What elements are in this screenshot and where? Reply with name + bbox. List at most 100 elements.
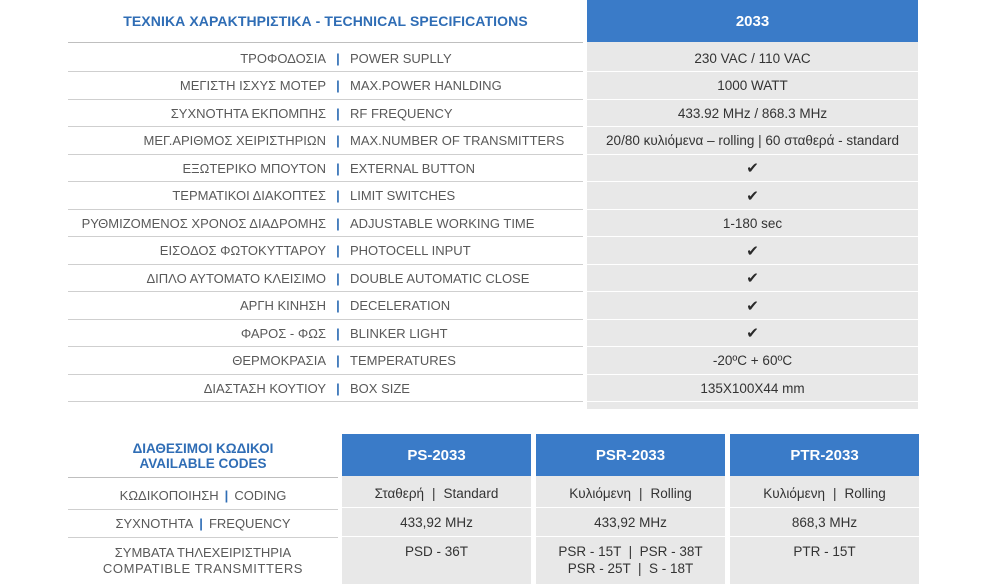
codes-title-en: AVAILABLE CODES	[139, 456, 267, 471]
separator: |	[336, 325, 340, 341]
spec-label-en: LIMIT SWITCHES	[350, 188, 456, 203]
spec-label-en: ADJUSTABLE WORKING TIME	[350, 215, 535, 231]
code-header-psr: PSR-2033	[536, 434, 725, 476]
spec-labels: ΕΙΣΟΔΟΣ ΦΩΤΟΚΥΤΤΑΡΟΥ | PHOTOCELL INPUT	[68, 238, 583, 265]
spec-labels: ΑΡΓΗ ΚΙΝΗΣΗ | DECELERATION	[68, 293, 583, 320]
spec-label-gr: ΤΕΡΜΑΤΙΚΟΙ ΔΙΑΚΟΠΤΕΣ	[172, 188, 326, 203]
divider	[68, 477, 338, 478]
spec-value-text: 433.92 MHz / 868.3 MHz	[677, 105, 828, 121]
transmitters-label-en: COMPATIBLE TRANSMITTERS	[102, 561, 304, 576]
coding-label: ΚΩΔΙΚΟΠΟΙΗΣΗ | CODING	[68, 482, 338, 510]
coding-label-gr: ΚΩΔΙΚΟΠΟΙΗΣΗ	[119, 488, 219, 503]
spec-value-text: 20/80 κυλιόμενα – rolling | 60 σταθερά -…	[606, 133, 899, 148]
transmitters-label-gr: ΣΥΜΒΑΤΑ ΤΗΛΕΧΕΙΡΙΣΤΗΡΙΑ	[114, 545, 292, 560]
separator: |	[336, 50, 340, 66]
separator: |	[336, 353, 340, 368]
spec-row: ΣΥΧΝΟΤΗΤΑ ΕΚΠΟΜΠΗΣ | RF FREQUENCY 433.92 MH…	[68, 100, 918, 127]
separator: |	[432, 486, 436, 501]
separator: |	[336, 380, 340, 396]
spec-value-text: -20ºC + 60ºC	[712, 353, 793, 368]
spec-value-text: 135X100X44 mm	[700, 380, 805, 396]
spec-value-text: 1000 WATT	[717, 78, 788, 93]
spec-label-en: DECELERATION	[350, 298, 451, 313]
frequency-cell-ps: 433,92 MHz	[342, 508, 531, 537]
checkmark-icon: ✔	[746, 242, 759, 260]
spec-row: ΕΙΣΟΔΟΣ ΦΩΤΟΚΥΤΤΑΡΟΥ | PHOTOCELL INPUT ✔	[68, 238, 918, 265]
spec-value: 1-180 sec	[587, 210, 918, 237]
checkmark-icon: ✔	[746, 325, 759, 342]
coding-label-en: CODING	[234, 488, 287, 503]
spec-labels: ΣΥΧΝΟΤΗΤΑ ΕΚΠΟΜΠΗΣ | RF FREQUENCY	[68, 100, 583, 127]
spec-label-gr: ΦΑΡΟΣ - ΦΩΣ	[240, 325, 326, 341]
code-column-background	[730, 476, 919, 584]
spec-label-en: POWER SUPLLY	[350, 50, 452, 66]
coding-value-en: Rolling	[844, 486, 886, 501]
separator: |	[336, 215, 340, 231]
spec-labels: ΤΕΡΜΑΤΙΚΟΙ ΔΙΑΚΟΠΤΕΣ | LIMIT SWITCHES	[68, 183, 583, 210]
spec-label-gr: ΜΕΓ.ΑΡΙΘΜΟΣ ΧΕΙΡΙΣΤΗΡΙΩΝ	[143, 133, 327, 148]
spec-value: 20/80 κυλιόμενα – rolling | 60 σταθερά -…	[587, 128, 918, 155]
transmitters-cell-ps: PSD - 36T	[342, 537, 531, 584]
coding-value-en: Rolling	[650, 486, 692, 501]
coding-value-en: Standard	[443, 486, 499, 501]
spec-label-gr: ΕΙΣΟΔΟΣ ΦΩΤΟΚΥΤΤΑΡΟΥ	[159, 243, 326, 258]
checkmark-icon: ✔	[746, 270, 759, 287]
coding-cell-psr: Κυλιόμενη | Rolling	[536, 480, 725, 508]
spec-row: ΑΡΓΗ ΚΙΝΗΣΗ | DECELERATION ✔	[68, 293, 918, 320]
spec-value: 135X100X44 mm	[587, 375, 918, 402]
separator: |	[336, 298, 340, 313]
separator: |	[336, 105, 340, 121]
spec-label-en: MAX.POWER HANLDING	[350, 78, 502, 93]
frequency-label-en: FREQUENCY	[208, 516, 291, 531]
spec-label-en: BOX SIZE	[350, 380, 410, 396]
divider	[68, 42, 583, 43]
spec-row: ΤΕΡΜΑΤΙΚΟΙ ΔΙΑΚΟΠΤΕΣ | LIMIT SWITCHES ✔	[68, 183, 918, 210]
spec-value: ✔	[587, 293, 918, 320]
separator: |	[638, 486, 643, 501]
separator: |	[199, 516, 203, 531]
frequency-cell-psr: 433,92 MHz	[536, 508, 725, 537]
spec-value-text: 1-180 sec	[722, 215, 783, 231]
separator: |	[336, 270, 340, 286]
spec-label-gr: ΣΥΧΝΟΤΗΤΑ ΕΚΠΟΜΠΗΣ	[170, 105, 326, 121]
spec-row: ΔΙΠΛΟ ΑΥΤΟΜΑΤΟ ΚΛΕΙΣΙΜΟ | DOUBLE AUTOMATIC…	[68, 265, 918, 292]
spec-label-gr: ΔΙΑΣΤΑΣΗ ΚΟΥΤΙΟΥ	[203, 380, 326, 396]
spec-value: ✔	[587, 320, 918, 347]
code-column-background	[536, 476, 725, 584]
coding-cell-ps: Σταθερή | Standard	[342, 480, 531, 508]
spec-labels: ΘΕΡΜΟΚΡΑΣΙΑ | TEMPERATURES	[68, 348, 583, 375]
transmitter-models: PTR - 15T	[793, 544, 856, 559]
separator: |	[336, 78, 340, 93]
spec-label-en: MAX.NUMBER OF TRANSMITTERS	[350, 133, 565, 148]
spec-labels: ΤΡΟΦΟΔΟΣΙΑ | POWER SUPLLY	[68, 45, 583, 72]
separator: |	[336, 243, 340, 258]
spec-row: ΕΞΩΤΕΡΙΚΟ ΜΠΟΥΤΟΝ | EXTERNAL BUTTON ✔	[68, 155, 918, 182]
frequency-label: ΣΥΧΝΟΤΗΤΑ | FREQUENCY	[68, 510, 338, 538]
spec-value-text: 230 VAC / 110 VAC	[694, 50, 811, 66]
spec-row: ΦΑΡΟΣ - ΦΩΣ | BLINKER LIGHT ✔	[68, 320, 918, 347]
spec-labels: ΔΙΠΛΟ ΑΥΤΟΜΑΤΟ ΚΛΕΙΣΙΜΟ | DOUBLE AUTOMATIC…	[68, 265, 583, 292]
spec-label-gr: ΜΕΓΙΣΤΗ ΙΣΧΥΣ ΜΟΤΕΡ	[179, 78, 326, 93]
spec-value: ✔	[587, 265, 918, 292]
code-column-background	[342, 476, 531, 584]
separator: |	[832, 486, 837, 501]
values-column-background	[587, 42, 918, 409]
spec-labels: ΦΑΡΟΣ - ΦΩΣ | BLINKER LIGHT	[68, 320, 583, 347]
checkmark-icon: ✔	[746, 297, 759, 315]
spec-value: 1000 WATT	[587, 73, 918, 100]
spec-label-gr: ΡΥΘΜΙΖΟΜΕΝΟΣ ΧΡΟΝΟΣ ΔΙΑΔΡΟΜΗΣ	[81, 215, 326, 231]
spec-label-en: EXTERNAL BUTTON	[350, 160, 475, 176]
checkmark-icon: ✔	[746, 160, 759, 177]
spec-value: 433.92 MHz / 868.3 MHz	[587, 100, 918, 127]
transmitter-models: PSD - 36T	[404, 544, 469, 559]
spec-label-gr: ΘΕΡΜΟΚΡΑΣΙΑ	[232, 353, 326, 368]
model-header: 2033	[587, 0, 918, 42]
transmitters-cell-ptr: PTR - 15T	[730, 537, 919, 584]
spec-label-en: TEMPERATURES	[350, 353, 456, 368]
transmitters-label: ΣΥΜΒΑΤΑ ΤΗΛΕΧΕΙΡΙΣΤΗΡΙΑ COMPATIBLE TRANS…	[68, 541, 338, 581]
spec-label-en: RF FREQUENCY	[350, 105, 453, 121]
spec-row: ΘΕΡΜΟΚΡΑΣΙΑ | TEMPERATURES -20ºC + 60ºC	[68, 348, 918, 375]
spec-row: ΡΥΘΜΙΖΟΜΕΝΟΣ ΧΡΟΝΟΣ ΔΙΑΔΡΟΜΗΣ | ADJUSTABLE…	[68, 210, 918, 237]
specs-title: ΤΕΧΝΙΚΑ ΧΑΡΑΚΤΗΡΙΣΤΙΚΑ - TECHNICAL SPECI…	[123, 13, 528, 29]
coding-value-gr: Κυλιόμενη	[569, 486, 631, 501]
